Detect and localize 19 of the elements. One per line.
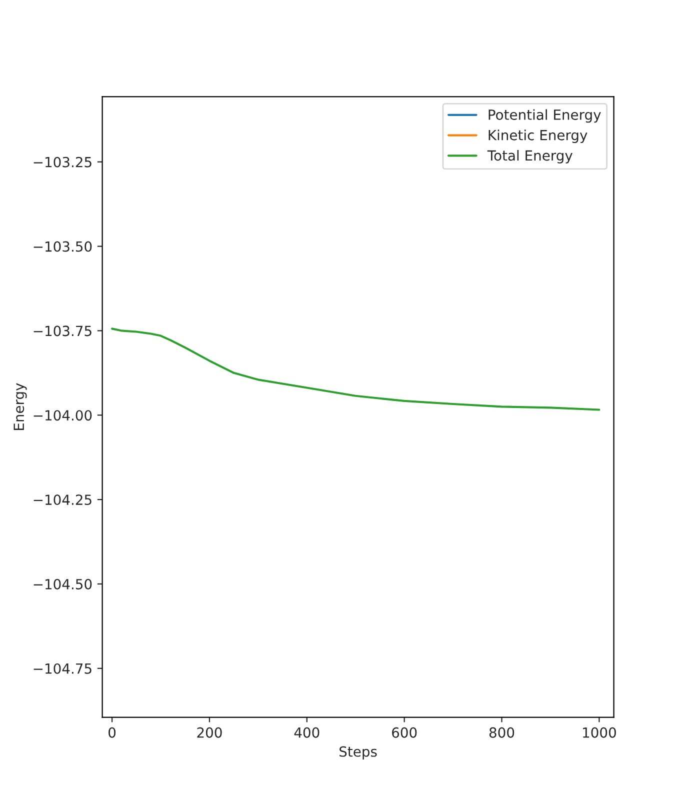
y-tick-label: −104.00: [34, 410, 92, 421]
y-tick-label: −104.50: [34, 578, 92, 590]
y-tick-label: −104.25: [34, 494, 92, 506]
y-tick-label: −103.25: [34, 156, 92, 168]
x-tick-label: 0: [108, 727, 116, 738]
x-tick-label: 400: [294, 727, 320, 738]
x-tick-label: 200: [197, 727, 222, 738]
x-axis-title: Steps: [340, 746, 377, 760]
x-tick-label: 800: [489, 727, 514, 738]
y-tick-label: −103.50: [34, 241, 92, 252]
y-tick-label: −103.75: [34, 326, 92, 336]
x-tick-label: 1000: [583, 727, 616, 738]
x-tick-label: 600: [392, 727, 417, 738]
y-tick-label: −104.75: [34, 663, 92, 674]
legend-label: Potential Energy: [488, 109, 601, 123]
legend-label: Kinetic Energy: [488, 130, 588, 144]
legend-label: Total Energy: [487, 150, 572, 164]
y-axis-title: Energy: [14, 383, 27, 430]
line-series: [111, 328, 600, 411]
